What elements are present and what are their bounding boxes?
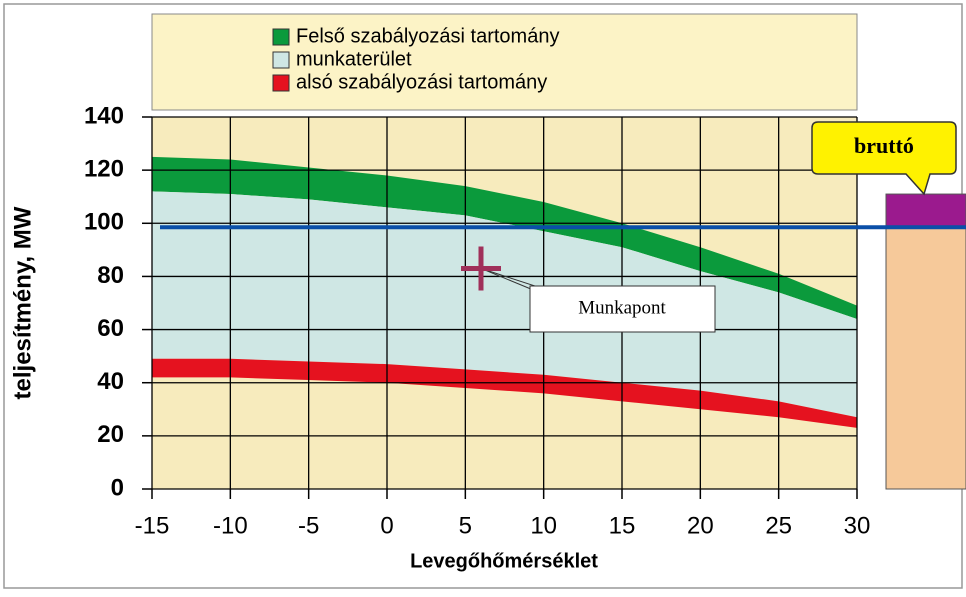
y-tick-label: 60	[97, 315, 124, 342]
y-tick-label: 100	[84, 209, 124, 236]
x-tick-label: -5	[298, 512, 319, 539]
legend-swatch	[272, 74, 290, 92]
x-tick-label: -15	[135, 512, 170, 539]
x-tick-label: 5	[459, 512, 472, 539]
x-tick-label: 30	[844, 512, 871, 539]
legend-label: alsó szabályozási tartomány	[296, 71, 547, 93]
legend-label: munkaterület	[296, 48, 412, 70]
y-tick-label: 0	[111, 474, 124, 501]
x-tick-label: -10	[213, 512, 248, 539]
legend-box	[151, 13, 858, 111]
y-tick-label: 120	[84, 155, 124, 182]
x-tick-label: 15	[609, 512, 636, 539]
legend-swatch	[272, 51, 290, 69]
y-tick-label: 140	[84, 102, 124, 129]
point-label: Munkapont	[578, 297, 666, 318]
band-area	[152, 358, 857, 428]
y-tick-label: 20	[97, 421, 124, 448]
legend-swatch	[272, 28, 290, 46]
legend-label: Felső szabályozási tartomány	[296, 25, 559, 47]
y-axis-label: teljesítmény, MW	[9, 206, 36, 399]
x-axis-label: Levegőhőmérséklet	[410, 550, 598, 572]
x-tick-label: 0	[380, 512, 393, 539]
band-area	[152, 191, 857, 418]
brutto-segment	[885, 193, 966, 227]
operating-point	[461, 246, 501, 291]
x-tick-label: 25	[765, 512, 792, 539]
x-tick-label: 20	[687, 512, 714, 539]
x-tick-label: 10	[530, 512, 557, 539]
callout	[811, 121, 957, 196]
band-area	[152, 156, 857, 319]
callout-label: bruttó	[854, 133, 914, 158]
point-label-box	[529, 285, 716, 333]
brutto-segment	[885, 225, 966, 490]
y-tick-label: 40	[97, 368, 124, 395]
y-tick-label: 80	[97, 262, 124, 289]
